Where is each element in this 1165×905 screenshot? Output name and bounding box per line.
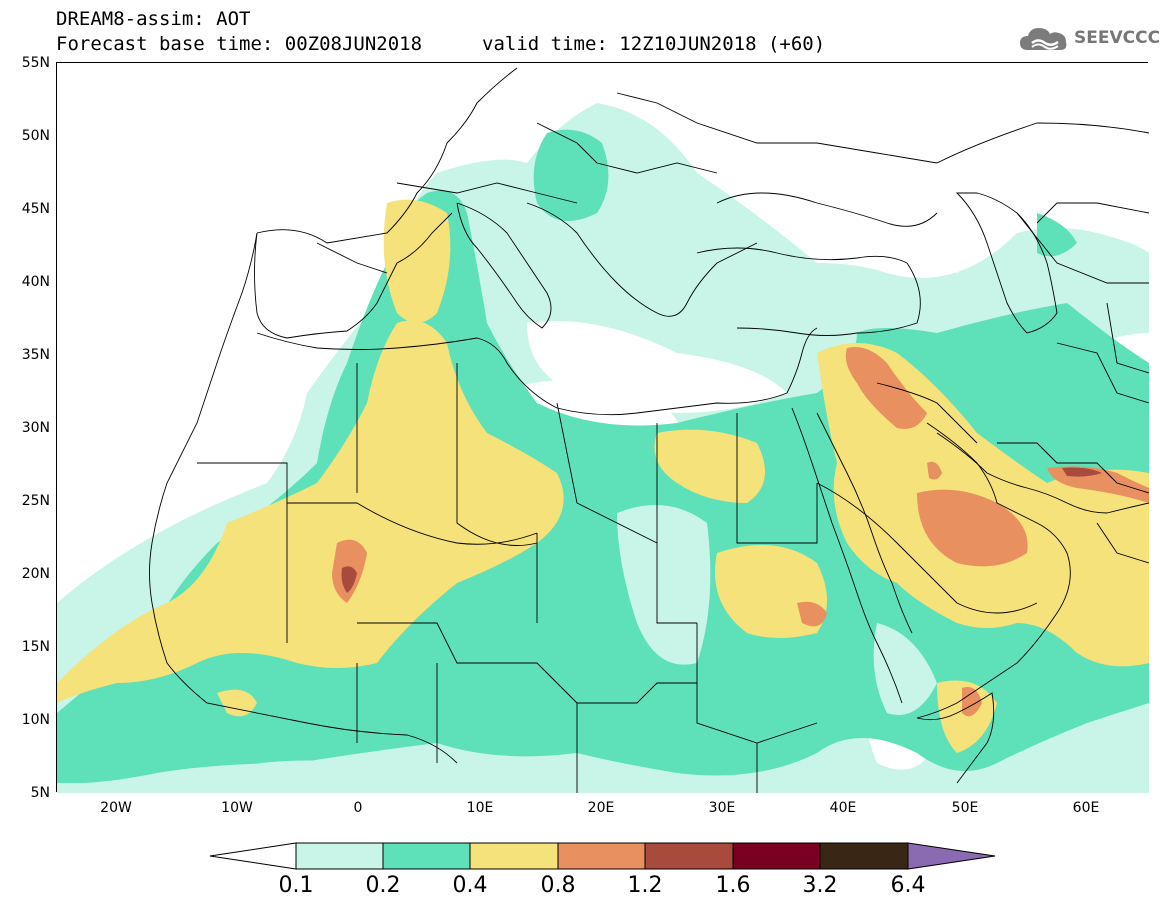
- colorbar-bin-3.2-6.4: [819, 842, 909, 870]
- lat-label-55n: 55N: [21, 55, 50, 71]
- lat-label-5n: 5N: [30, 785, 50, 801]
- logo-text: SEEVCCC: [1074, 28, 1161, 48]
- lat-label-10n: 10N: [21, 712, 50, 728]
- lon-label-40e: 40E: [829, 800, 857, 816]
- colorbar-bin-0.1-0.2: [295, 842, 384, 870]
- lat-label-30n: 30N: [21, 420, 50, 436]
- lat-label-20n: 20N: [21, 566, 50, 582]
- colorbar-label: 1.6: [715, 873, 751, 898]
- colorbar-bin-0.2-0.4: [382, 842, 471, 870]
- lon-label-10w: 10W: [221, 800, 253, 816]
- forecast-base-time: Forecast base time: 00Z08JUN2018: [56, 33, 423, 55]
- aot-field-1.2-1.6: [341, 467, 1102, 593]
- lon-label-60e: 60E: [1072, 800, 1100, 816]
- colorbar-bin-0.4-0.8: [469, 842, 559, 870]
- lat-label-45n: 45N: [21, 201, 50, 217]
- colorbar-label: 0.4: [452, 873, 488, 898]
- lon-label-50e: 50E: [951, 800, 979, 816]
- lat-label-35n: 35N: [21, 347, 50, 363]
- map-title: DREAM8-assim: AOT: [56, 8, 251, 30]
- color-scale-bar: [209, 842, 996, 870]
- lat-label-25n: 25N: [21, 493, 50, 509]
- colorbar-label: 6.4: [890, 873, 926, 898]
- lon-label-0: 0: [353, 800, 363, 816]
- lon-label-20e: 20E: [587, 800, 615, 816]
- lat-label-50n: 50N: [21, 128, 50, 144]
- colorbar-label: 3.2: [802, 873, 838, 898]
- coastlines-and-borders: [149, 67, 1149, 793]
- colorbar-bin-1.6-3.2: [732, 842, 821, 870]
- lower-aot-patches: [157, 505, 937, 793]
- aot-map-panel[interactable]: [56, 62, 1149, 793]
- colorbar-low-arrow: [209, 842, 297, 870]
- colorbar-label: 0.1: [278, 873, 314, 898]
- colorbar-bin-0.8-1.2: [557, 842, 646, 870]
- colorbar-label: 1.2: [627, 873, 663, 898]
- colorbar-bin-1.2-1.6: [644, 842, 734, 870]
- aot-map: [57, 63, 1149, 793]
- lat-label-40n: 40N: [21, 274, 50, 290]
- lat-label-15n: 15N: [21, 639, 50, 655]
- lon-label-30e: 30E: [708, 800, 736, 816]
- colorbar-label: 0.8: [540, 873, 576, 898]
- cloud-icon: [1020, 28, 1067, 50]
- colorbar-label: 0.2: [365, 873, 401, 898]
- colorbar-high-arrow: [907, 842, 996, 870]
- lon-label-10e: 10E: [466, 800, 494, 816]
- valid-time: valid time: 12Z10JUN2018 (+60): [482, 33, 826, 55]
- lon-label-20w: 20W: [100, 800, 132, 816]
- seevccc-logo: SEEVCCC: [1018, 22, 1160, 54]
